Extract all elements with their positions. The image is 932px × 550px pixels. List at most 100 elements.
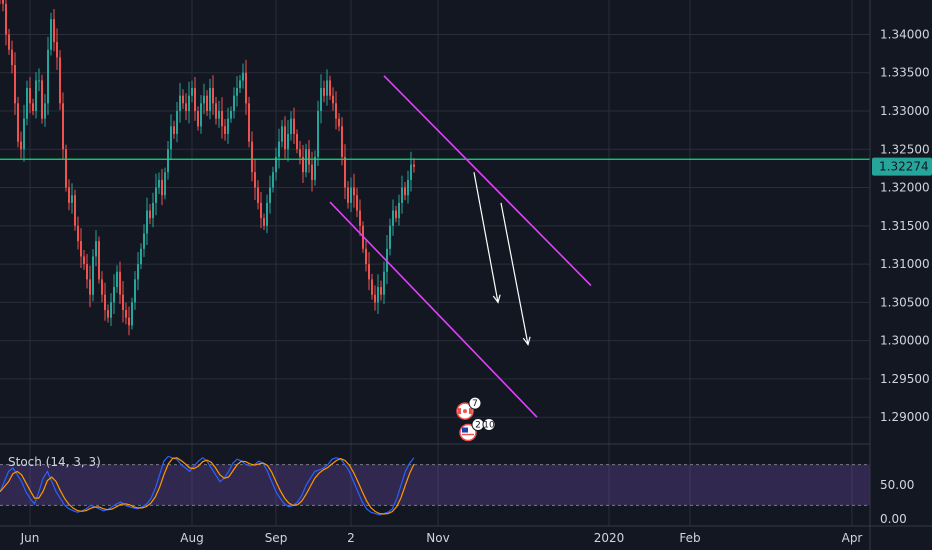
stoch-d-line: [0, 457, 415, 515]
forecast-arrow-head: [492, 294, 501, 304]
economic-event-badge[interactable]: 7: [456, 396, 482, 420]
candle-down: [41, 80, 43, 119]
candle-down: [368, 264, 370, 280]
stoch-indicator-pane[interactable]: Stoch (14, 3, 3): [0, 455, 870, 516]
candle-down: [224, 126, 226, 134]
candle-down: [254, 172, 256, 188]
candle-up: [113, 287, 115, 303]
x-tick-label: Nov: [426, 531, 449, 545]
candle-down: [53, 19, 55, 43]
candle-up: [71, 195, 73, 203]
candle-up: [23, 118, 25, 150]
x-tick-label: Aug: [180, 531, 203, 545]
candle-down: [149, 210, 151, 219]
indicator-title[interactable]: Stoch (14, 3, 3): [8, 455, 101, 469]
candle-up: [242, 72, 244, 81]
candle-up: [164, 172, 166, 196]
candle-down: [80, 241, 82, 257]
y-tick-label: 1.33500: [880, 66, 930, 80]
channel-trendline[interactable]: [383, 75, 592, 287]
candle-down: [14, 65, 16, 104]
candle-up: [188, 95, 190, 111]
candle-up: [326, 80, 328, 96]
candle-up: [167, 149, 169, 173]
candle-down: [8, 34, 10, 50]
forecast-arrow[interactable]: [473, 172, 499, 303]
x-tick-label: 2020: [594, 531, 625, 545]
flag-stripe: [458, 408, 461, 415]
candle-up: [110, 302, 112, 318]
candlestick-series: [0, 0, 415, 336]
candle-down: [365, 248, 367, 265]
y-tick-label: 1.30000: [880, 334, 930, 348]
candle-down: [371, 279, 373, 295]
price-axis[interactable]: 1.34000 1.33500 1.33000 1.32500 1.32000 1.315…: [869, 0, 930, 550]
candle-up: [116, 271, 118, 288]
candle-up: [236, 88, 238, 96]
candle-down: [104, 294, 106, 311]
candle-up: [92, 256, 94, 295]
candle-up: [227, 118, 229, 134]
candle-down: [185, 103, 187, 111]
candle-down: [380, 287, 382, 295]
candle-up: [35, 80, 37, 111]
candle-down: [62, 103, 64, 150]
candle-down: [341, 126, 343, 157]
economic-event-badge[interactable]: 2 10: [459, 418, 496, 442]
x-tick-label: Jun: [20, 531, 40, 545]
y-tick-label: 1.34000: [880, 27, 930, 41]
candle-down: [221, 111, 223, 127]
candle-up: [269, 187, 271, 203]
maple-leaf-icon: [463, 409, 467, 414]
channel-trendline[interactable]: [329, 201, 538, 418]
candle-up: [143, 233, 145, 249]
candle-down: [356, 195, 358, 211]
candle-down: [308, 149, 310, 165]
candle-down: [194, 88, 196, 111]
candle-down: [77, 225, 79, 242]
candle-up: [50, 19, 52, 50]
y-tick-label: 1.33000: [880, 104, 930, 118]
candle-up: [287, 133, 289, 150]
candle-up: [317, 111, 319, 157]
indicator-tick-label: 50.00: [880, 478, 914, 492]
event-count: 7: [472, 399, 478, 409]
candle-down: [395, 210, 397, 219]
candle-up: [314, 156, 316, 180]
time-axis[interactable]: Jun Aug Sep 2 Nov 2020 Feb Apr: [0, 525, 932, 545]
forecast-arrow-head: [522, 336, 531, 346]
event-badges[interactable]: 7 2 10: [456, 396, 496, 442]
candle-down: [206, 95, 208, 111]
candle-up: [38, 80, 40, 82]
grid: [0, 0, 870, 526]
candle-up: [305, 149, 307, 173]
y-tick-label: 1.31500: [880, 219, 930, 233]
candle-down: [32, 103, 34, 111]
candle-down: [11, 49, 13, 66]
candle-down: [332, 95, 334, 104]
candle-down: [89, 279, 91, 295]
candle-down: [2, 0, 4, 4]
candle-up: [146, 210, 148, 234]
candle-down: [197, 111, 199, 127]
y-tick-label: 1.32000: [880, 181, 930, 195]
y-tick-label: 1.30500: [880, 295, 930, 309]
event-count: 10: [483, 421, 495, 431]
event-count: 2: [475, 421, 481, 431]
candle-up: [158, 179, 160, 188]
candle-down: [101, 279, 103, 295]
candle-up: [281, 126, 283, 142]
candle-up: [266, 202, 268, 226]
drawing-overlays: [0, 75, 870, 418]
candle-up: [155, 187, 157, 203]
candle-down: [263, 218, 265, 226]
forecast-arrow[interactable]: [500, 202, 529, 345]
candle-up: [176, 111, 178, 134]
candle-up: [398, 202, 400, 219]
candle-down: [86, 264, 88, 280]
candle-up: [410, 164, 412, 180]
candle-down: [335, 103, 337, 119]
candle-down: [20, 141, 22, 150]
candle-down: [215, 103, 217, 119]
